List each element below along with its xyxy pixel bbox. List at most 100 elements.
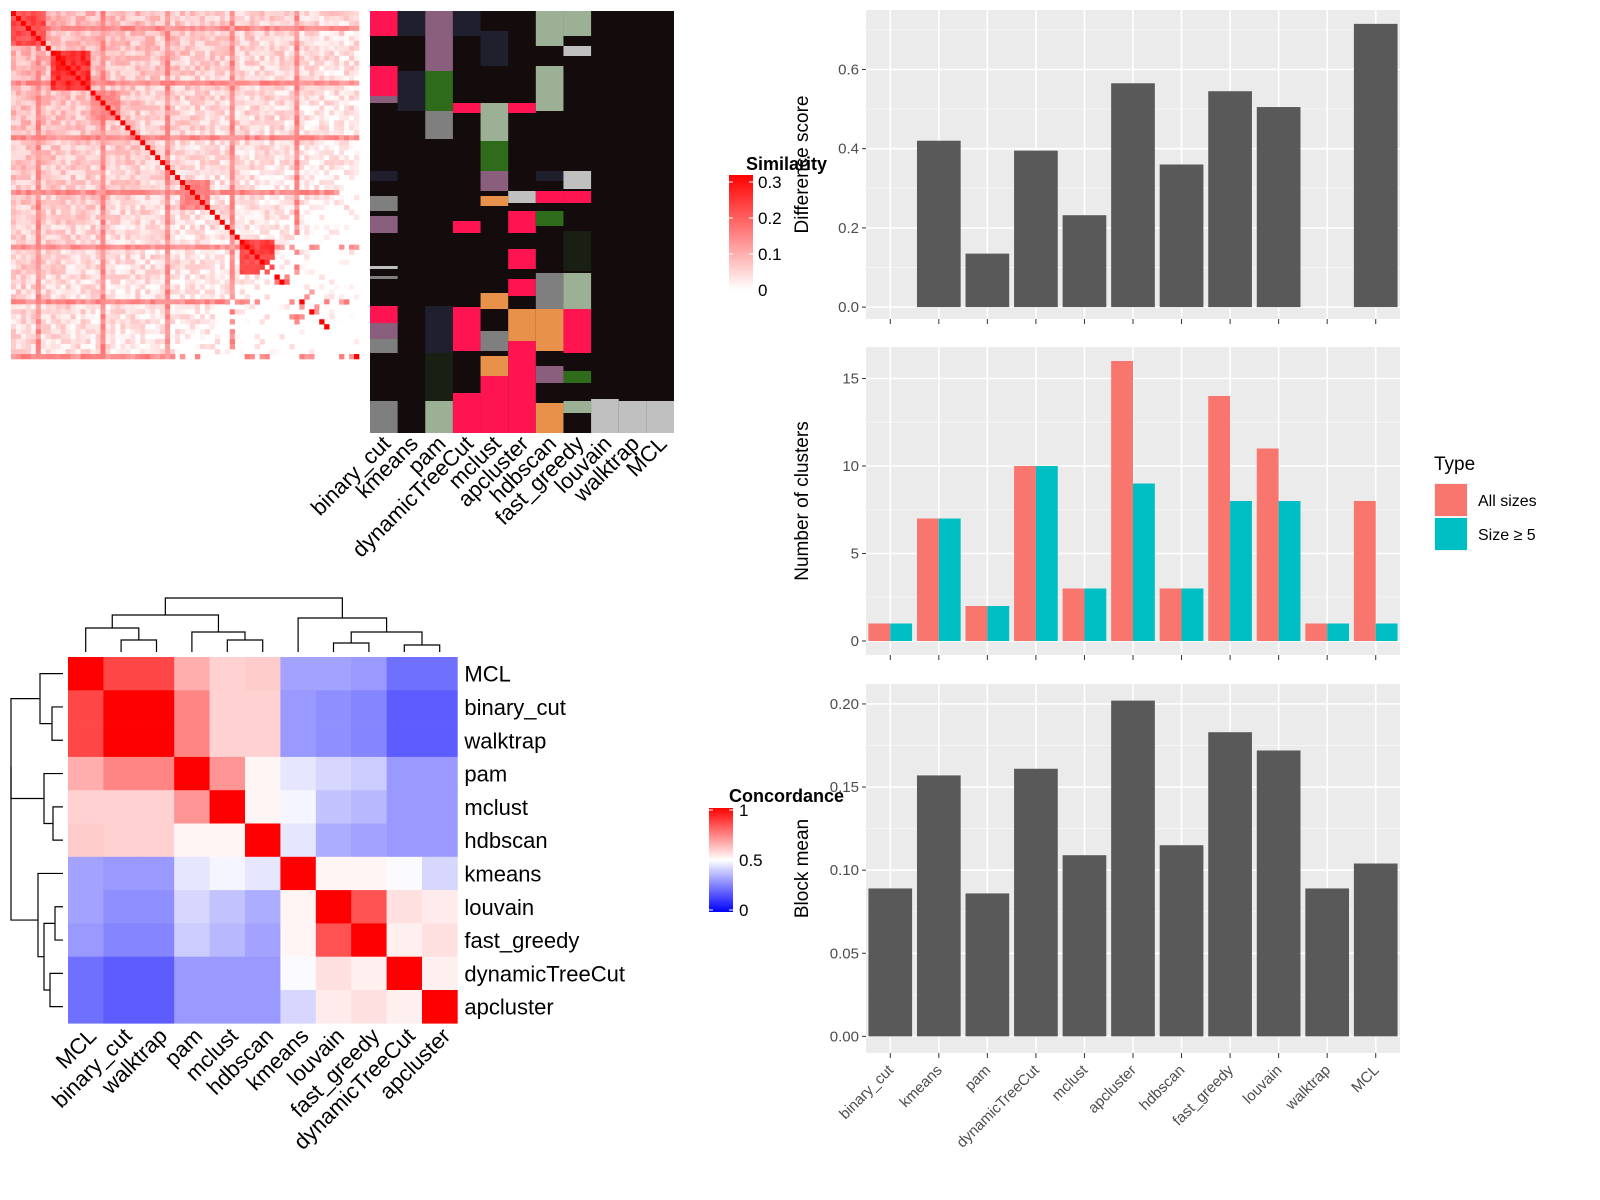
similarity-cell bbox=[45, 120, 52, 126]
similarity-cell bbox=[219, 259, 226, 265]
similarity-cell bbox=[80, 115, 86, 121]
membership-cell bbox=[452, 221, 481, 233]
similarity-cell bbox=[354, 314, 360, 320]
similarity-cell bbox=[35, 189, 42, 196]
similarity-cell bbox=[25, 55, 32, 62]
similarity-cell bbox=[354, 165, 360, 171]
similarity-cell bbox=[65, 30, 71, 37]
bar bbox=[1084, 588, 1107, 641]
similarity-cell bbox=[140, 194, 146, 201]
similarity-cell bbox=[40, 105, 47, 111]
similarity-cell bbox=[15, 354, 22, 360]
similarity-cell bbox=[60, 224, 66, 231]
similarity-cell bbox=[199, 349, 206, 355]
similarity-cell bbox=[35, 160, 42, 166]
similarity-cell bbox=[150, 20, 156, 27]
similarity-cell bbox=[354, 140, 360, 146]
similarity-cell bbox=[75, 70, 81, 76]
similarity-cell bbox=[254, 135, 260, 141]
similarity-cell bbox=[219, 219, 226, 226]
similarity-cell bbox=[65, 55, 71, 62]
similarity-cell bbox=[189, 304, 196, 310]
similarity-cell bbox=[170, 284, 176, 290]
similarity-cell bbox=[214, 160, 221, 166]
similarity-cell bbox=[65, 75, 71, 81]
similarity-cell bbox=[75, 324, 81, 330]
similarity-cell bbox=[125, 105, 131, 111]
similarity-cell bbox=[324, 85, 330, 91]
similarity-cell bbox=[60, 214, 66, 221]
similarity-cell bbox=[60, 259, 66, 265]
similarity-cell bbox=[219, 90, 226, 96]
similarity-cell bbox=[209, 30, 216, 37]
concordance-cell bbox=[68, 690, 104, 724]
similarity-cell bbox=[75, 15, 81, 22]
similarity-cell bbox=[344, 294, 350, 300]
similarity-cell bbox=[224, 90, 231, 96]
similarity-cell bbox=[35, 90, 42, 96]
similarity-cell bbox=[165, 11, 171, 17]
similarity-cell bbox=[150, 249, 156, 255]
similarity-cell bbox=[269, 249, 275, 255]
similarity-cell bbox=[180, 110, 186, 116]
similarity-cell bbox=[185, 294, 191, 300]
similarity-cell bbox=[160, 314, 166, 320]
similarity-cell bbox=[189, 185, 196, 191]
similarity-cell bbox=[60, 294, 66, 300]
similarity-cell bbox=[65, 125, 71, 131]
similarity-cell bbox=[11, 224, 17, 231]
similarity-cell bbox=[194, 319, 201, 325]
similarity-cell bbox=[90, 120, 96, 126]
similarity-cell bbox=[125, 339, 131, 345]
similarity-cell bbox=[45, 110, 52, 116]
membership-cell bbox=[480, 331, 509, 351]
similarity-cell bbox=[204, 234, 211, 240]
similarity-cell bbox=[90, 15, 96, 22]
similarity-cell bbox=[279, 160, 285, 166]
similarity-cell bbox=[165, 150, 171, 156]
concordance-dendrograms bbox=[10, 597, 441, 1008]
similarity-cell bbox=[284, 110, 290, 116]
similarity-cell bbox=[254, 175, 260, 181]
similarity-cell bbox=[120, 15, 126, 22]
similarity-cell bbox=[175, 170, 181, 176]
similarity-cell bbox=[165, 349, 171, 355]
similarity-cell bbox=[95, 120, 101, 126]
similarity-cell bbox=[189, 85, 196, 91]
similarity-cell bbox=[130, 194, 136, 201]
similarity-cell bbox=[40, 175, 47, 181]
similarity-cell bbox=[354, 354, 360, 360]
similarity-cell bbox=[100, 30, 106, 37]
similarity-cell bbox=[65, 189, 71, 196]
similarity-cell bbox=[155, 180, 161, 186]
similarity-cell bbox=[274, 115, 280, 121]
similarity-cell bbox=[55, 105, 62, 111]
similarity-cell bbox=[80, 45, 86, 52]
similarity-cell bbox=[239, 100, 245, 106]
similarity-cell bbox=[150, 140, 156, 146]
similarity-cell bbox=[150, 284, 156, 290]
similarity-cell bbox=[30, 35, 37, 42]
similarity-cell bbox=[249, 140, 255, 146]
similarity-cell bbox=[229, 219, 236, 226]
similarity-cell bbox=[130, 209, 136, 216]
similarity-cell bbox=[299, 75, 305, 81]
similarity-cell bbox=[120, 289, 126, 295]
similarity-cell bbox=[95, 309, 101, 315]
similarity-cell bbox=[304, 75, 310, 81]
similarity-cell bbox=[204, 110, 211, 116]
similarity-cell bbox=[150, 150, 156, 156]
similarity-cell bbox=[289, 80, 295, 86]
similarity-cell bbox=[180, 60, 186, 66]
similarity-cell bbox=[30, 165, 37, 171]
column-dendrogram-branch bbox=[403, 644, 441, 652]
similarity-cell bbox=[165, 314, 171, 320]
similarity-cell bbox=[20, 249, 27, 255]
similarity-cell bbox=[15, 214, 22, 221]
similarity-cell bbox=[189, 11, 196, 17]
similarity-cell bbox=[20, 65, 27, 71]
similarity-cell bbox=[90, 130, 96, 136]
similarity-cell bbox=[224, 289, 231, 295]
similarity-cell bbox=[105, 170, 111, 176]
similarity-cell bbox=[189, 314, 196, 320]
